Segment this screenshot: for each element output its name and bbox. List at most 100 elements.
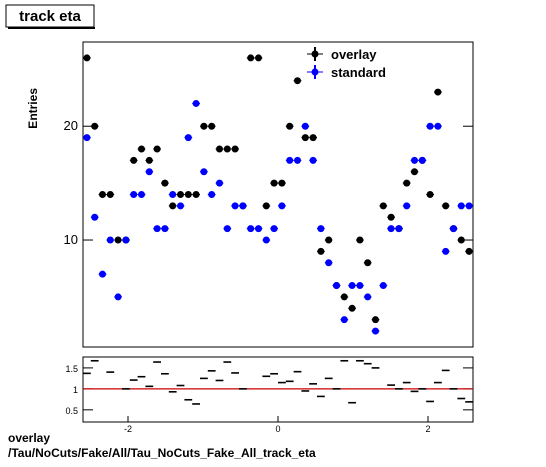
marker — [356, 282, 364, 290]
marker — [457, 236, 465, 244]
marker — [286, 122, 294, 130]
x-tick-label: 2 — [425, 424, 430, 434]
y-tick-label: 0.5 — [65, 406, 78, 416]
marker — [231, 145, 239, 153]
marker — [83, 134, 91, 142]
marker — [91, 213, 99, 221]
marker — [465, 247, 473, 255]
marker — [106, 191, 114, 198]
marker — [114, 236, 122, 244]
marker — [317, 247, 325, 255]
marker — [294, 156, 301, 164]
y-tick-label: 10 — [64, 232, 78, 247]
chart-title: track eta — [19, 8, 81, 25]
y-tick-label: 1 — [73, 385, 78, 395]
marker — [333, 282, 340, 290]
marker — [348, 282, 356, 290]
marker — [387, 213, 395, 221]
marker — [387, 225, 395, 233]
legend-label: standard — [331, 65, 386, 80]
marker — [138, 191, 145, 198]
marker — [114, 293, 122, 301]
marker — [161, 179, 169, 187]
marker — [270, 225, 278, 233]
marker — [325, 259, 333, 267]
marker — [239, 202, 247, 210]
x-tick-label: 0 — [275, 424, 280, 434]
marker — [262, 236, 270, 244]
marker — [200, 122, 208, 130]
marker — [255, 54, 262, 62]
marker — [169, 202, 177, 210]
marker — [434, 88, 442, 96]
marker — [426, 191, 434, 198]
marker — [372, 316, 379, 324]
marker — [99, 270, 106, 278]
plot-area — [83, 359, 473, 405]
x-tick-label: -2 — [124, 424, 132, 434]
marker — [216, 145, 223, 153]
marker — [138, 145, 145, 153]
marker — [411, 168, 418, 176]
marker — [379, 282, 387, 290]
y-tick-label: 1.5 — [65, 364, 78, 374]
marker — [177, 202, 184, 210]
marker — [200, 168, 208, 176]
marker — [255, 225, 262, 233]
marker — [145, 168, 153, 176]
marker — [247, 225, 255, 233]
marker — [325, 236, 333, 244]
marker — [442, 202, 450, 210]
marker — [192, 191, 200, 198]
marker — [309, 156, 317, 164]
marker — [99, 191, 106, 198]
marker — [270, 179, 278, 187]
plot-frame — [82, 41, 474, 348]
marker — [169, 191, 177, 198]
marker — [130, 156, 138, 164]
marker — [208, 122, 216, 130]
marker — [317, 225, 325, 233]
marker — [216, 179, 223, 187]
marker — [348, 304, 356, 312]
plot-area — [83, 54, 473, 335]
marker — [426, 122, 434, 130]
marker — [278, 179, 286, 187]
y-tick-label: 20 — [64, 118, 78, 133]
marker — [247, 54, 255, 62]
marker — [262, 202, 270, 210]
legend-marker — [311, 68, 319, 76]
marker — [153, 225, 161, 233]
marker — [372, 327, 379, 335]
marker — [340, 293, 348, 301]
y-axis-label: Entries — [26, 88, 40, 129]
marker — [294, 77, 301, 85]
plot-frame — [82, 356, 474, 423]
marker — [130, 191, 138, 198]
marker — [231, 202, 239, 210]
marker — [411, 156, 418, 164]
marker — [403, 202, 411, 210]
marker — [364, 259, 372, 267]
marker — [340, 316, 348, 324]
marker — [192, 99, 200, 107]
marker — [177, 191, 184, 198]
marker — [395, 225, 403, 233]
marker — [450, 225, 457, 233]
marker — [403, 179, 411, 187]
marker — [153, 145, 161, 153]
marker — [184, 191, 192, 198]
marker — [379, 202, 387, 210]
marker — [301, 122, 309, 130]
marker — [301, 134, 309, 142]
marker — [145, 156, 153, 164]
marker — [418, 156, 426, 164]
marker — [184, 134, 192, 142]
marker — [161, 225, 169, 233]
footer-line: /Tau/NoCuts/Fake/All/Tau_NoCuts_Fake_All… — [8, 446, 316, 460]
marker — [106, 236, 114, 244]
marker — [223, 225, 231, 233]
marker — [434, 122, 442, 130]
marker — [208, 191, 216, 198]
